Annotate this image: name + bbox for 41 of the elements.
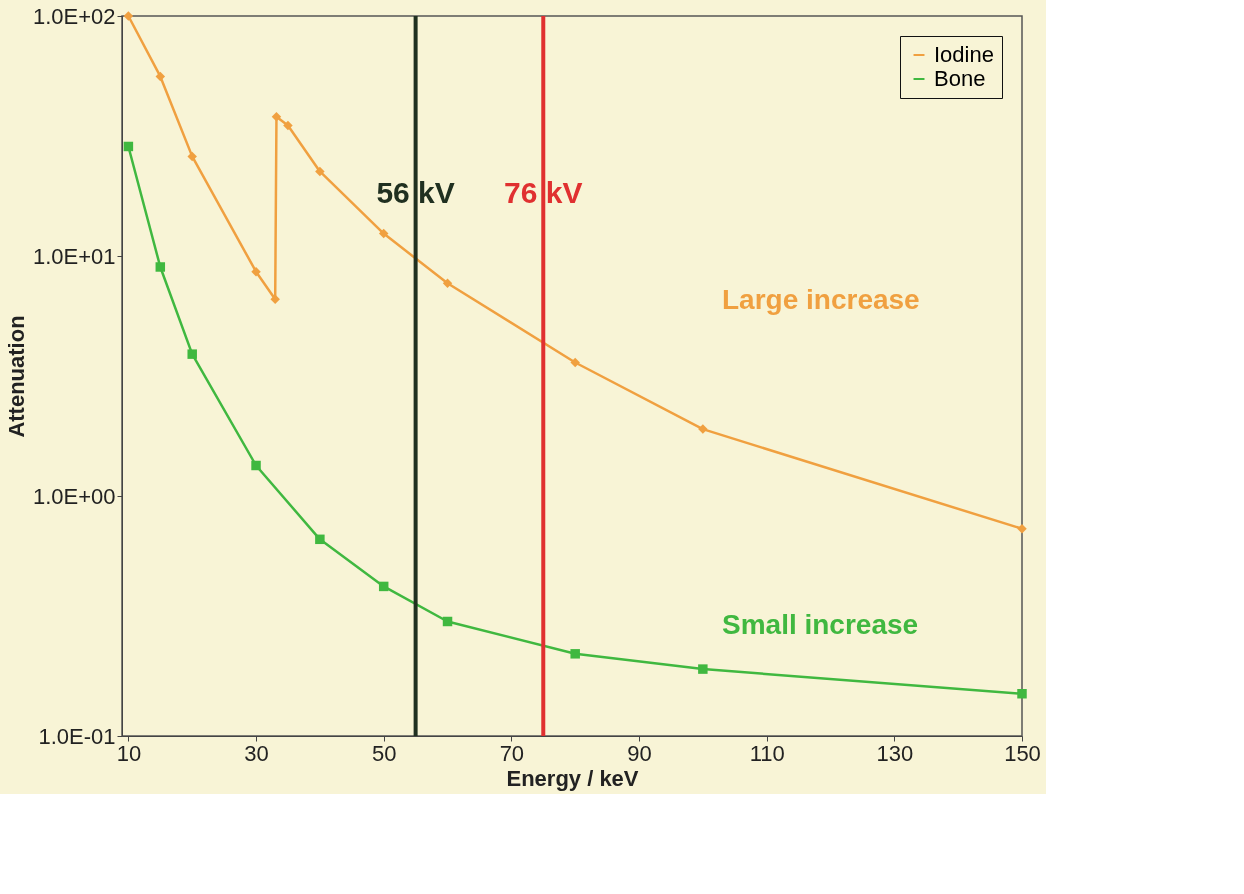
ref-line-label: 56 kV [376,176,455,209]
point [315,166,325,177]
y-axis-title: Attenuation [3,315,29,438]
point [442,616,453,627]
point [155,262,166,272]
y-tick-label: 1.0E+02 [32,3,116,29]
point [698,664,708,674]
x-tick-label: 50 [371,740,397,766]
point [187,349,197,359]
point [378,581,389,592]
x-tick-label: 130 [876,740,914,766]
ref-line-label: 76 kV [504,176,583,209]
point [123,11,134,21]
legend-label: Iodine [934,42,994,67]
point [283,120,293,131]
point [123,141,134,152]
x-tick-label: 110 [749,740,785,766]
point [270,294,280,305]
legend-label: Bone [934,66,986,91]
x-tick-label: 70 [499,740,525,766]
y-tick-label: 1.0E+01 [32,243,116,269]
point [442,278,453,288]
annotation: Large increase [722,284,920,315]
x-tick-label: 150 [1004,740,1041,766]
point [251,460,261,471]
point [1017,689,1027,699]
point [155,71,166,82]
point [251,266,261,277]
x-tick-label: 30 [244,740,269,766]
point [570,357,580,368]
point [271,112,282,122]
x-tick-label: 90 [627,740,652,766]
y-tick-label: 1.0E-01 [38,723,116,749]
point [570,649,580,659]
x-tick-label: 10 [116,740,142,766]
point [315,534,325,545]
point [378,228,389,239]
point [187,151,197,162]
x-axis-title: Energy / keV [506,765,639,791]
y-tick-label: 1.0E+00 [32,483,116,509]
annotation: Small increase [722,609,919,640]
